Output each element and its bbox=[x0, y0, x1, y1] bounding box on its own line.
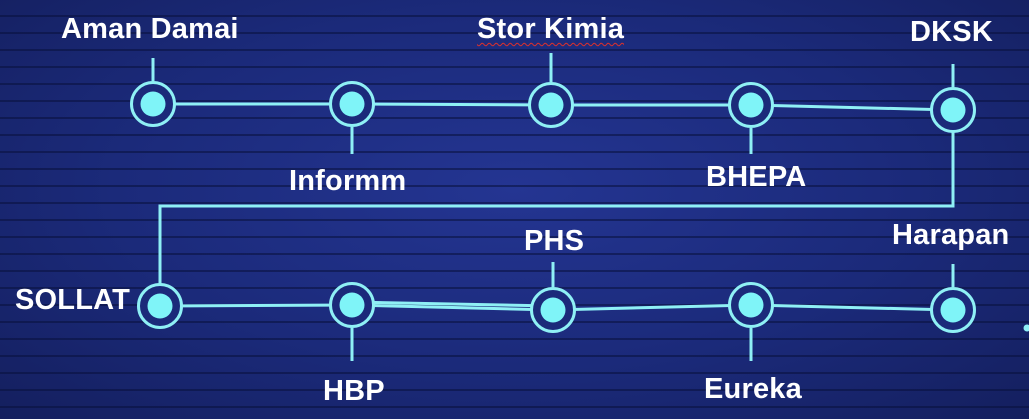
station-dot-informm bbox=[339, 91, 365, 117]
station-label-phs: PHS bbox=[524, 225, 585, 257]
station-dot-eureka bbox=[738, 292, 764, 318]
station-label-aman-damai: Aman Damai bbox=[61, 13, 239, 45]
station-label-hbp: HBP bbox=[323, 375, 385, 407]
station-dot-sollat bbox=[147, 293, 173, 319]
station-dot-stor-kimia bbox=[538, 92, 564, 118]
station-dot-harapan bbox=[940, 297, 966, 323]
station-label-eureka: Eureka bbox=[704, 373, 802, 405]
station-label-stor-kimia: Stor Kimia bbox=[477, 15, 624, 44]
label-connectors bbox=[151, 53, 955, 361]
station-dot-dksk bbox=[940, 97, 966, 123]
station-dot-hbp bbox=[339, 292, 365, 318]
station-label-informm: Informm bbox=[289, 165, 407, 197]
stray-dot bbox=[1023, 324, 1029, 332]
station-dot-bhepa bbox=[738, 92, 764, 118]
station-label-bhepa: BHEPA bbox=[706, 161, 807, 193]
route-line-connector bbox=[158, 110, 955, 306]
route-line-bottom-double bbox=[351, 300, 554, 308]
station-label-harapan: Harapan bbox=[892, 219, 1010, 251]
station-label-sollat: SOLLAT bbox=[15, 284, 131, 316]
station-label-dksk: DKSK bbox=[910, 16, 993, 48]
station-nodes bbox=[130, 81, 976, 333]
station-label-stor-kimia-text: Stor Kimia bbox=[477, 13, 625, 45]
station-dot-phs bbox=[540, 297, 566, 323]
station-dot-aman-damai bbox=[140, 91, 166, 117]
